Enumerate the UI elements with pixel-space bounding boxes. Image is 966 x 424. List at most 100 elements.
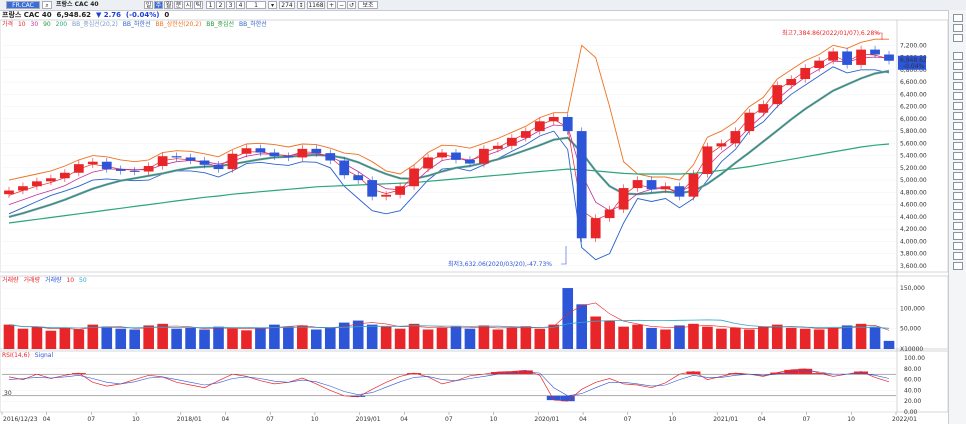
number-button-1[interactable]: 1: [206, 1, 215, 9]
tool-magnet-icon[interactable]: [953, 212, 963, 220]
tool-export-icon[interactable]: [953, 262, 963, 270]
candle: [4, 190, 14, 195]
volume-bar: [646, 327, 657, 349]
reset-icon[interactable]: ↺: [347, 1, 356, 9]
tool-cursor-icon[interactable]: [953, 14, 963, 22]
volume-bar: [730, 327, 741, 349]
stepper-icon[interactable]: ↕: [297, 1, 305, 9]
legend-ma90[interactable]: 90: [43, 21, 51, 28]
tool-measure-icon[interactable]: [953, 172, 963, 180]
multiplier-select[interactable]: 1: [246, 1, 266, 9]
candle: [269, 152, 280, 157]
price-tick-label: 5,400.00: [900, 153, 927, 160]
legend-rsi[interactable]: RSI(14,6): [2, 352, 30, 359]
legend-ma200[interactable]: 200: [55, 21, 68, 28]
period-month-button[interactable]: 월: [164, 1, 173, 9]
legend-bb-upper[interactable]: BB_상한선(20,2): [155, 21, 202, 28]
candle: [339, 160, 350, 176]
price-tick-label: 5,800.00: [900, 128, 927, 135]
tool-cycle-icon[interactable]: [953, 152, 963, 160]
legend-bb-mid-2[interactable]: BB_중심선: [206, 21, 235, 28]
legend-volume-3[interactable]: 거래량: [44, 277, 62, 284]
x-tick-label: 07: [624, 416, 632, 423]
volume-bar: [394, 328, 406, 349]
volume-bar: [73, 329, 85, 349]
search-icon[interactable]: ⌕: [42, 1, 52, 9]
candle: [534, 121, 545, 132]
tool-text-icon[interactable]: [953, 132, 963, 140]
legend-bb-lower[interactable]: BB_하한선: [122, 21, 151, 28]
candle: [479, 148, 489, 164]
tool-arrow-icon[interactable]: [953, 122, 963, 130]
tool-print-icon[interactable]: [953, 252, 963, 260]
tool-trendline-icon[interactable]: [953, 52, 963, 60]
period-minute-button[interactable]: 분: [174, 1, 183, 9]
rsi-overbought-fill: [728, 373, 743, 375]
tool-settings-icon[interactable]: [953, 232, 963, 240]
x-tick-label: 04: [222, 416, 230, 423]
candle: [772, 85, 783, 105]
period-week-button[interactable]: 주: [154, 1, 163, 9]
tool-line-icon[interactable]: [953, 34, 963, 42]
tool-vline-icon[interactable]: [953, 72, 963, 80]
rsi-oversold-fill: [546, 395, 561, 401]
zoom-out-icon[interactable]: −: [337, 1, 346, 9]
price-tick-label: 4,000.00: [900, 238, 927, 245]
candle: [660, 186, 671, 190]
tool-eraser-icon[interactable]: [953, 192, 963, 200]
period-tick-button[interactable]: 틱: [194, 1, 203, 9]
volume-bar: [422, 329, 434, 349]
price-tick-label: 5,600.00: [900, 140, 927, 147]
legend-price[interactable]: 가격: [2, 21, 14, 28]
legend-signal[interactable]: Signal: [34, 352, 54, 359]
tool-channel-icon[interactable]: [953, 82, 963, 90]
total-field[interactable]: 1168: [307, 1, 325, 9]
tool-crosshair-icon[interactable]: [953, 24, 963, 32]
candle: [870, 49, 880, 55]
tool-pitchfork-icon[interactable]: [953, 162, 963, 170]
tool-rect-icon[interactable]: [953, 102, 963, 110]
legend-volume-1[interactable]: 거래량: [2, 277, 19, 284]
volume-bar: [241, 330, 252, 349]
volume-bar: [757, 326, 769, 349]
x-tick-label: 10: [311, 416, 319, 423]
candle: [185, 157, 196, 161]
legend-vol-ma10[interactable]: 10: [66, 277, 75, 284]
zoom-in-icon[interactable]: +: [327, 1, 336, 9]
tool-fibo-icon[interactable]: [953, 92, 963, 100]
tool-zoom-icon[interactable]: [953, 182, 963, 190]
candle: [311, 148, 322, 154]
count-field[interactable]: 274: [279, 1, 295, 9]
x-tick-label: 2020/01: [534, 416, 559, 423]
number-button-2[interactable]: 2: [216, 1, 225, 9]
volume-bar: [3, 324, 15, 349]
volume-tick-label: 100,000: [900, 305, 925, 312]
volume-tick-label: 50,000: [900, 326, 921, 333]
dropdown-chevron-icon[interactable]: ▾: [268, 1, 277, 9]
legend-ma30[interactable]: 30: [30, 21, 39, 28]
tool-gann-icon[interactable]: [953, 142, 963, 150]
tool-save-icon[interactable]: [953, 242, 963, 250]
legend-bb-mid[interactable]: BB_중심선(20,2): [72, 21, 118, 28]
volume-tick-label: X10000: [900, 346, 923, 353]
number-button-3[interactable]: 3: [226, 1, 235, 9]
period-hour-button[interactable]: 시: [184, 1, 193, 9]
legend-vol-ma50[interactable]: 50: [79, 277, 87, 284]
tool-lock-icon[interactable]: [953, 202, 963, 210]
tool-delete-icon[interactable]: [953, 222, 963, 230]
period-day-button[interactable]: 일: [144, 1, 153, 9]
volume-bar: [841, 325, 853, 349]
tool-hline-icon[interactable]: [953, 62, 963, 70]
legend-bb-lower-2[interactable]: BB_하한선: [239, 21, 267, 28]
number-button-4[interactable]: 4: [236, 1, 245, 9]
volume-bar: [744, 329, 755, 349]
x-tick-label: 10: [847, 416, 855, 423]
bb-upper-line: [8, 38, 889, 181]
legend-volume-2[interactable]: 거래량: [23, 277, 41, 284]
symbol-field[interactable]: FR.CAC: [6, 1, 40, 9]
x-tick-label: 07: [87, 416, 95, 423]
tool-ellipse-icon[interactable]: [953, 112, 963, 120]
legend-ma10[interactable]: 10: [17, 21, 26, 28]
view-button[interactable]: 보조: [358, 1, 378, 9]
